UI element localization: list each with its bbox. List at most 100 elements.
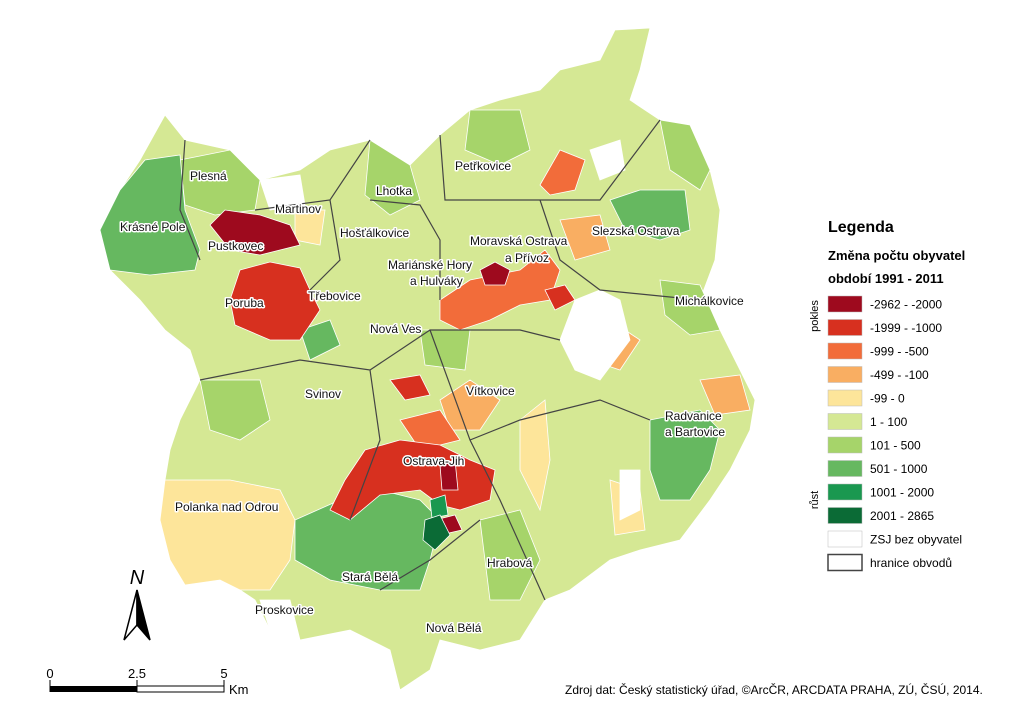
district-label: Slezská Ostrava: [592, 224, 680, 238]
legend-label: -499 - -100: [870, 368, 929, 382]
scale-label: 0: [46, 666, 53, 681]
district-label: Polanka nad Odrou: [175, 500, 278, 514]
scale-label: 5: [220, 666, 227, 681]
legend-subtitle: Změna počtu obyvatel: [828, 248, 965, 263]
scale-bar: 0 2.5 5 Km: [46, 666, 248, 697]
district-label: a Přívoz: [505, 251, 549, 265]
district-label: Stará Bělá: [342, 570, 398, 584]
district-label: Mariánské Hory: [388, 258, 472, 272]
area: [464, 109, 531, 166]
legend-swatch: [827, 389, 863, 407]
area: [589, 139, 626, 181]
area: [429, 494, 449, 519]
area: [389, 374, 431, 401]
district-label: Krásné Pole: [120, 220, 186, 234]
district-labels: Plesná Krásné Pole Pustkovec Martinov Lh…: [119, 158, 746, 637]
area: [559, 214, 611, 261]
area: [479, 261, 511, 286]
area: [294, 209, 326, 246]
legend-group-label: pokles: [809, 300, 821, 332]
area: [364, 139, 421, 216]
district-label: Martinov: [275, 202, 321, 216]
area: [209, 209, 301, 256]
district-label: Proskovice: [255, 603, 314, 617]
legend-swatch: [827, 553, 863, 572]
district-label: Hošťálkovice: [340, 226, 410, 240]
area: [649, 409, 721, 501]
legend-swatch: [827, 366, 863, 383]
district-label: Petřkovice: [455, 159, 511, 173]
north-arrow-right: [136, 589, 151, 641]
district-label: Nová Bělá: [426, 621, 482, 635]
legend-label: 501 - 1000: [870, 462, 928, 476]
legend-swatch: [827, 507, 863, 524]
district-label: Lhotka: [376, 184, 412, 198]
area: [519, 399, 551, 512]
district-label: Nová Ves: [370, 322, 421, 336]
district-label: Plesná: [190, 169, 227, 183]
district-label: Vítkovice: [466, 384, 515, 398]
map-area: [99, 27, 756, 691]
legend-label: -1999 - -1000: [870, 321, 942, 335]
area: [159, 479, 296, 591]
district-label: Moravská Ostrava: [470, 234, 568, 248]
district-label: Michálkovice: [675, 294, 744, 308]
area: [229, 261, 321, 341]
legend-swatch: [827, 483, 863, 501]
district-label: a Hulváky: [410, 274, 463, 288]
scale-segment: [50, 686, 137, 692]
district-boundary: [179, 119, 701, 601]
legend-swatch: [827, 319, 863, 336]
district-label: Hrabová: [487, 556, 533, 570]
north-label: N: [130, 567, 145, 589]
area: [422, 514, 451, 551]
scale-unit: Km: [229, 682, 249, 697]
legend-label: -99 - 0: [870, 392, 905, 406]
scale-segment: [136, 685, 225, 693]
legend-swatch: [827, 530, 863, 548]
legend-label: ZSJ bez obyvatel: [870, 533, 962, 547]
area: [199, 379, 271, 441]
area: [259, 174, 306, 211]
area: [609, 189, 691, 241]
legend-label: 1 - 100: [870, 415, 908, 429]
district-label: Třebovice: [308, 289, 361, 303]
north-arrow-left: [123, 589, 138, 641]
district-label: Radvanice: [665, 409, 722, 423]
area: [539, 149, 586, 196]
scale-label: 2.5: [128, 666, 146, 681]
legend-label: hranice obvodů: [870, 556, 952, 570]
district-label: Pustkovec: [208, 239, 263, 253]
area: [399, 409, 461, 451]
area: [299, 319, 341, 361]
legend: Legenda Změna počtu obyvatel období 1991…: [809, 219, 965, 572]
area: [659, 119, 711, 191]
legend-swatch: [827, 295, 863, 313]
legend-swatch: [827, 460, 863, 477]
legend-label: -2962 - -2000: [870, 298, 942, 312]
legend-label: 1001 - 2000: [870, 486, 934, 500]
area: [419, 329, 471, 371]
district-label: a Bartovice: [665, 425, 725, 439]
legend-label: -999 - -500: [870, 345, 929, 359]
area: [619, 469, 641, 521]
legend-swatch: [827, 342, 863, 360]
legend-label: 101 - 500: [870, 439, 921, 453]
district-label: Ostrava-Jih: [403, 454, 464, 468]
legend-period: období 1991 - 2011: [828, 271, 944, 286]
area: [479, 509, 541, 601]
area: [659, 279, 721, 336]
area: [699, 374, 751, 416]
legend-label: 2001 - 2865: [870, 509, 934, 523]
legend-group-label: růst: [809, 491, 821, 509]
area: [439, 459, 459, 491]
source-note: Zdroj dat: Český statistický úřad, ©ArcČ…: [565, 682, 983, 697]
legend-swatch: [827, 436, 863, 454]
district-label: Svinov: [305, 387, 341, 401]
area: [559, 289, 631, 381]
legend-swatch: [827, 413, 863, 430]
north-arrow: N: [123, 567, 151, 641]
legend-title: Legenda: [828, 219, 894, 236]
district-label: Poruba: [225, 296, 264, 310]
